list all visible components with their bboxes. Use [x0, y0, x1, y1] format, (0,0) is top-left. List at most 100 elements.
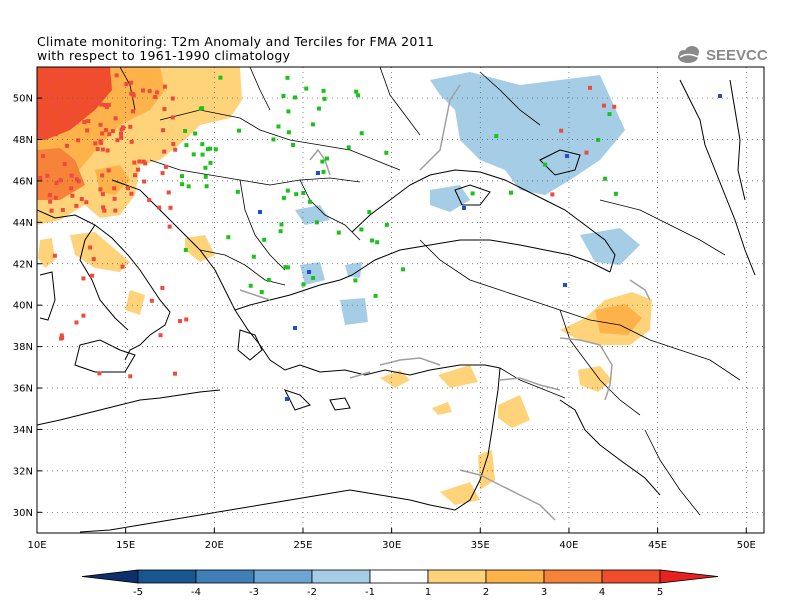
station-normal: [276, 124, 281, 129]
latitude-tick-label: 48N: [13, 135, 33, 146]
station-above-normal: [128, 124, 133, 129]
station-above-normal: [98, 139, 103, 144]
anomaly-colorbar: -5 -4 -3 -2 -1 1 2 3 4 5: [81, 569, 719, 598]
station-above-normal: [113, 208, 118, 213]
station-normal: [208, 160, 213, 165]
station-normal: [354, 89, 359, 94]
station-above-normal: [60, 75, 65, 80]
station-normal: [266, 277, 271, 282]
station-above-normal: [53, 132, 58, 137]
station-above-normal: [41, 124, 46, 129]
station-above-normal: [97, 371, 102, 376]
station-normal: [262, 237, 267, 242]
latitude-tick-label: 38N: [13, 342, 33, 353]
station-above-normal: [43, 127, 48, 132]
graticule: [37, 67, 764, 533]
station-above-normal: [162, 149, 167, 154]
station-above-normal: [81, 276, 86, 281]
station-normal: [193, 131, 198, 136]
map-layers: [37, 67, 764, 533]
station-normal: [316, 106, 321, 111]
station-normal: [291, 142, 296, 147]
station-above-normal: [153, 94, 158, 99]
station-above-normal: [60, 335, 65, 340]
longitude-tick-label: 45E: [648, 540, 667, 551]
station-below-normal: [462, 206, 466, 210]
station-normal: [286, 109, 291, 114]
station-above-normal: [168, 205, 173, 210]
station-normal: [183, 128, 188, 133]
station-above-normal: [119, 135, 124, 140]
station-above-normal: [588, 85, 593, 90]
station-normal: [370, 238, 375, 243]
station-normal: [281, 195, 286, 200]
station-normal: [285, 75, 290, 80]
station-above-normal: [65, 143, 70, 148]
zero-contours: [239, 84, 651, 521]
colorbar-segment: [311, 569, 371, 584]
station-normal: [180, 174, 185, 179]
station-above-normal: [76, 138, 81, 143]
station-above-normal: [40, 91, 45, 96]
station-normal: [208, 146, 213, 151]
station-above-normal: [166, 190, 171, 195]
station-above-normal: [74, 120, 79, 125]
logo-text: SEEVCCC: [706, 47, 768, 64]
station-below-normal: [285, 397, 289, 401]
station-above-normal: [113, 116, 118, 121]
longitude-tick-label: 35E: [471, 540, 490, 551]
station-normal: [367, 210, 372, 215]
latitude-labels: 30N 32N 34N 36N 38N 40N 42N 44N 46N 48N 50N: [13, 94, 33, 519]
station-above-normal: [63, 112, 68, 117]
station-above-normal: [163, 164, 168, 169]
station-normal: [204, 184, 209, 189]
station-above-normal: [132, 160, 137, 165]
station-above-normal: [160, 285, 165, 290]
station-above-normal: [98, 122, 103, 127]
station-above-normal: [112, 196, 117, 201]
colorbar-label: 1: [425, 587, 431, 598]
station-above-normal: [93, 85, 98, 90]
station-normal: [470, 191, 475, 196]
colorbar-label: -5: [133, 587, 143, 598]
station-normal: [301, 282, 306, 287]
station-above-normal: [158, 333, 163, 338]
longitude-tick-label: 30E: [382, 540, 401, 551]
station-above-normal: [74, 320, 79, 325]
station-normal: [310, 122, 315, 127]
station-above-normal: [100, 192, 105, 197]
station-below-normal: [563, 283, 567, 287]
station-above-normal: [91, 74, 96, 79]
station-above-normal: [162, 107, 167, 112]
station-normal: [603, 176, 608, 181]
station-normal: [356, 93, 361, 98]
station-above-normal: [41, 154, 46, 159]
colorbar-segment: [601, 569, 661, 584]
station-normal: [235, 189, 240, 194]
map-title-line1: Climate monitoring: T2m Anomaly and Terc…: [37, 34, 435, 49]
latitude-tick-label: 42N: [13, 259, 33, 270]
station-above-normal: [157, 205, 162, 210]
station-above-normal: [48, 79, 53, 84]
station-normal: [200, 152, 205, 157]
colorbar-segment: [137, 569, 197, 584]
station-above-normal: [93, 101, 98, 106]
station-above-normal: [129, 139, 134, 144]
station-above-normal: [48, 199, 53, 204]
station-above-normal: [60, 70, 65, 75]
latitude-tick-label: 50N: [13, 94, 33, 105]
colorbar-label: 2: [483, 587, 489, 598]
station-normal: [359, 131, 364, 136]
station-normal: [213, 147, 218, 152]
station-normal: [294, 192, 299, 197]
station-normal: [285, 265, 290, 270]
station-above-normal: [601, 103, 606, 108]
station-below-normal: [316, 171, 320, 175]
longitude-tick-label: 15E: [116, 540, 135, 551]
station-above-normal: [47, 193, 52, 198]
station-above-normal: [103, 128, 108, 133]
station-above-normal: [53, 195, 58, 200]
station-normal: [613, 191, 618, 196]
latitude-tick-label: 34N: [13, 425, 33, 436]
station-normal: [237, 128, 242, 133]
